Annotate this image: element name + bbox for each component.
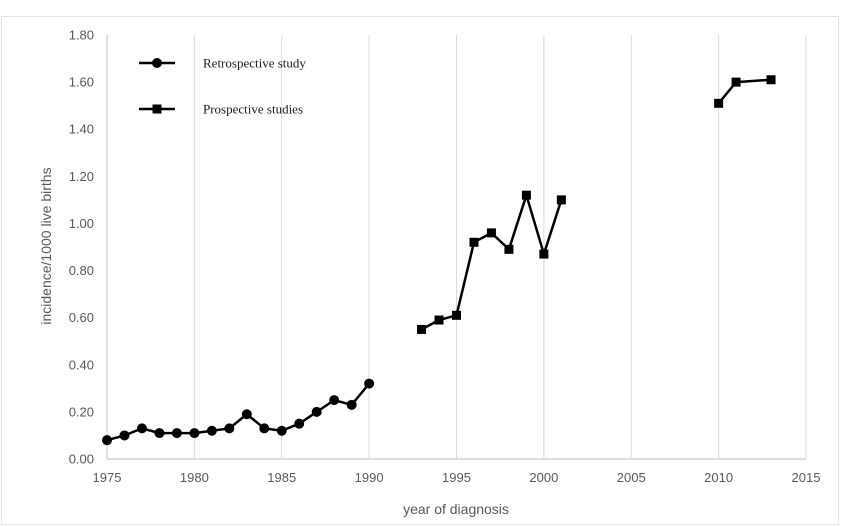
retrospective-data-point	[276, 425, 287, 436]
prospective-series-line	[420, 193, 563, 331]
legend: Retrospective study Prospective studies	[139, 56, 306, 117]
x-tick-label: 2000	[529, 470, 558, 485]
chart-frame	[1, 16, 839, 525]
x-tick-label: 1995	[442, 470, 471, 485]
x-tick-label: 2010	[704, 470, 733, 485]
prospective-series-line	[717, 78, 772, 105]
retrospective-data-point	[311, 406, 322, 417]
prospective-data-point	[486, 228, 496, 238]
prospective-data-point	[714, 98, 724, 108]
y-tick-label: 0.20	[69, 404, 94, 419]
x-tick-label: 2005	[617, 470, 646, 485]
prospective-data-point	[539, 249, 549, 259]
y-tick-label: 0.00	[69, 452, 94, 467]
legend-label-prospective: Prospective studies	[203, 102, 303, 117]
retrospective-data-point	[241, 409, 252, 420]
y-axis-title: incidence/1000 live births	[38, 167, 54, 324]
legend-label-retrospective: Retrospective study	[203, 56, 306, 71]
prospective-data-point	[417, 324, 427, 334]
retrospective-data-point	[171, 428, 182, 439]
prospective-data-point	[521, 190, 531, 200]
prospective-data-point	[556, 195, 566, 205]
y-tick-label: 0.60	[69, 310, 94, 325]
y-tick-label: 1.60	[69, 75, 94, 90]
legend-marker-retrospective	[152, 58, 162, 68]
y-tick-label: 1.80	[69, 28, 94, 43]
prospective-data-point	[504, 244, 514, 254]
prospective-data-point	[469, 237, 479, 247]
x-tick-label: 1980	[180, 470, 209, 485]
retrospective-data-point	[206, 425, 217, 436]
retrospective-data-point	[224, 423, 235, 434]
retrospective-data-point	[119, 430, 130, 441]
y-tick-label: 0.80	[69, 263, 94, 278]
retrospective-data-point	[154, 428, 165, 439]
y-tick-label: 1.00	[69, 216, 94, 231]
x-axis-title: year of diagnosis	[403, 501, 509, 517]
x-tick-label: 1975	[93, 470, 122, 485]
retrospective-data-point	[136, 423, 147, 434]
x-tick-label: 1985	[267, 470, 296, 485]
retrospective-data-point	[189, 428, 200, 439]
y-tick-label: 1.20	[69, 169, 94, 184]
axes: 1975 1980 1985 1990 1995 2000 2005 2010 2015 0.00…	[69, 28, 821, 486]
retrospective-data-point	[329, 395, 340, 406]
prospective-data-point	[452, 310, 461, 320]
legend-marker-prospective	[152, 104, 162, 114]
y-tick-label: 1.40	[69, 122, 94, 137]
retrospective-series-line	[106, 382, 371, 442]
prospective-data-point	[731, 77, 741, 87]
retrospective-data-point	[259, 423, 270, 434]
x-tick-label: 2015	[792, 470, 821, 485]
series-lines	[102, 75, 776, 446]
x-tick-label: 1990	[355, 470, 384, 485]
retrospective-data-point	[346, 399, 357, 410]
retrospective-data-point	[102, 435, 112, 446]
prospective-data-point	[434, 315, 444, 325]
retrospective-data-point	[364, 378, 375, 389]
gridlines	[193, 35, 807, 459]
prospective-data-point	[766, 75, 776, 85]
y-tick-label: 0.40	[69, 357, 94, 372]
retrospective-data-point	[294, 418, 305, 429]
